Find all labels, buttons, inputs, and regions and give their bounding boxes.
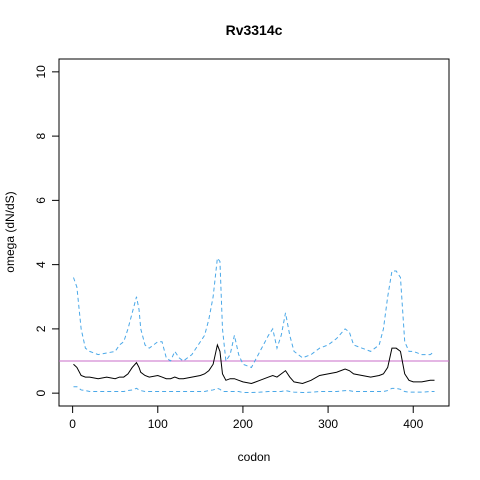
y-axis-label: omega (dN/dS) bbox=[3, 191, 17, 272]
y-tick-label: 10 bbox=[34, 65, 48, 79]
y-tick-label: 6 bbox=[34, 197, 48, 204]
x-tick-label: 200 bbox=[233, 417, 253, 431]
y-tick-label: 2 bbox=[34, 325, 48, 332]
y-tick-label: 4 bbox=[34, 261, 48, 268]
x-tick-label: 100 bbox=[148, 417, 168, 431]
series-line bbox=[73, 256, 435, 369]
plot-frame bbox=[58, 58, 450, 407]
chart-title: Rv3314c bbox=[226, 22, 283, 38]
x-tick-label: 300 bbox=[318, 417, 338, 431]
x-tick-label: 0 bbox=[69, 417, 76, 431]
y-tick-label: 8 bbox=[34, 132, 48, 139]
series-line bbox=[73, 343, 435, 385]
y-tick-label: 0 bbox=[34, 389, 48, 396]
series-line bbox=[73, 386, 435, 394]
x-tick-label: 400 bbox=[403, 417, 423, 431]
x-axis-label: codon bbox=[238, 450, 271, 464]
